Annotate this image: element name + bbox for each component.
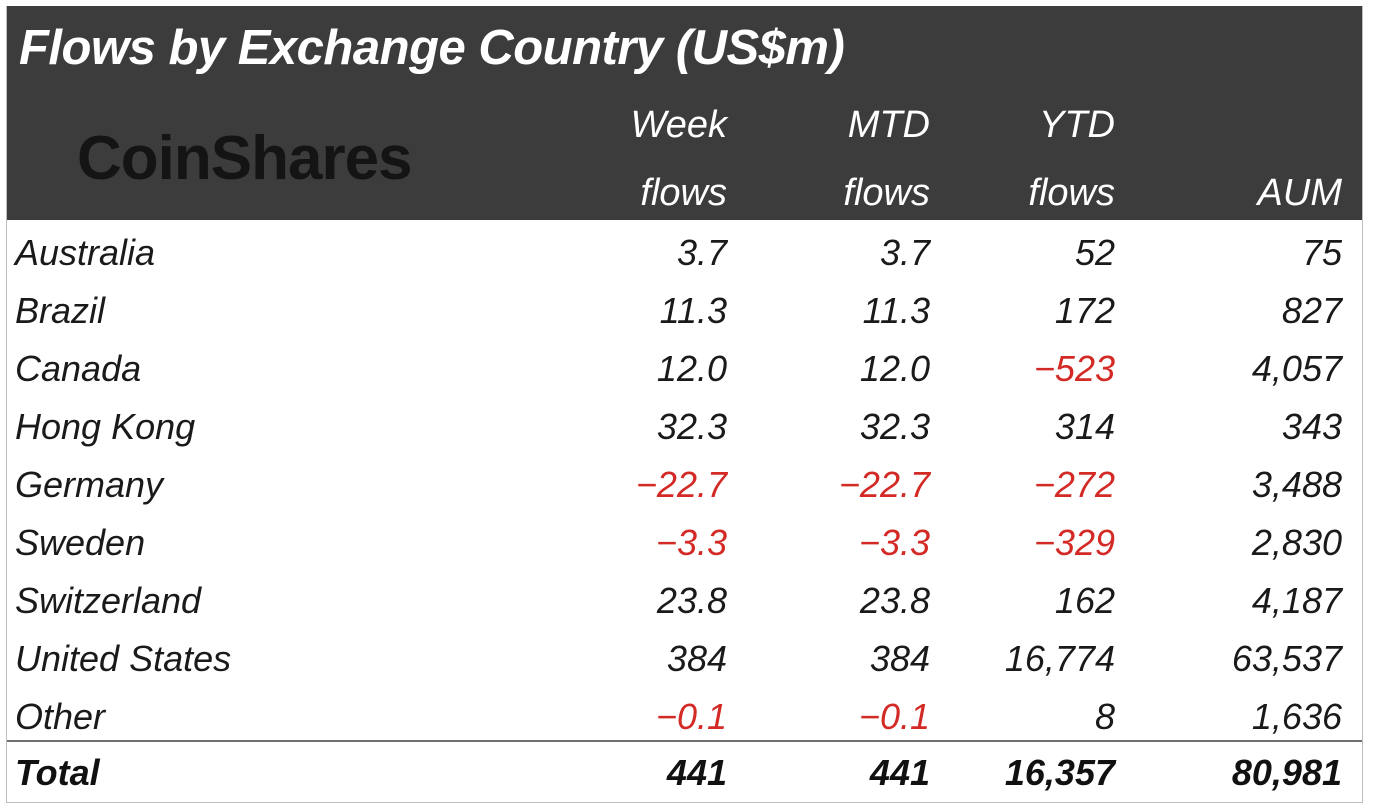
- chart-title: Flows by Exchange Country (US$m): [19, 21, 845, 75]
- country-label: Other: [15, 696, 106, 737]
- aum-value: 343: [1281, 406, 1342, 447]
- country-label: Canada: [15, 348, 142, 389]
- aum-value: 827: [1281, 290, 1342, 331]
- country-label: Sweden: [15, 522, 146, 563]
- aum-value: 4,187: [1251, 580, 1342, 621]
- country-label: Australia: [15, 232, 156, 273]
- header-week-bottom: flows: [640, 172, 727, 214]
- table-row: Canada 12.0 12.0 −523 4,057: [7, 336, 1362, 394]
- mtd-value: 23.8: [859, 580, 930, 621]
- country-label: Germany: [15, 464, 164, 505]
- mtd-value: 12.0: [859, 348, 930, 389]
- table-header: Flows by Exchange Country (US$m) CoinSha…: [7, 6, 1362, 220]
- header-aum: AUM: [1257, 172, 1342, 214]
- ytd-value: 52: [1074, 232, 1115, 273]
- ytd-value: −523: [1033, 348, 1115, 389]
- mtd-value: −0.1: [858, 696, 930, 737]
- week-value: 3.7: [676, 232, 727, 273]
- table-row: Switzerland 23.8 23.8 162 4,187: [7, 568, 1362, 626]
- mtd-value: 384: [869, 638, 930, 679]
- total-label: Total: [15, 752, 100, 793]
- mtd-value: 11.3: [862, 290, 930, 331]
- header-ytd-bottom: flows: [1028, 172, 1115, 214]
- week-value: 384: [666, 638, 727, 679]
- ytd-value: 8: [1094, 696, 1115, 737]
- aum-value: 2,830: [1251, 522, 1342, 563]
- week-value: 32.3: [656, 406, 727, 447]
- aum-value: 4,057: [1251, 348, 1342, 389]
- header-mtd-top: MTD: [847, 104, 930, 146]
- table-row: United States 384 384 16,774 63,537: [7, 626, 1362, 684]
- header-ytd-top: YTD: [1039, 104, 1115, 146]
- total-week: 441: [666, 752, 727, 793]
- country-label: Hong Kong: [15, 406, 196, 447]
- total-aum: 80,981: [1231, 752, 1342, 793]
- ytd-value: −272: [1033, 464, 1115, 505]
- table-row: Germany −22.7 −22.7 −272 3,488: [7, 452, 1362, 510]
- aum-value: 63,537: [1231, 638, 1342, 679]
- ytd-value: −329: [1033, 522, 1115, 563]
- week-value: 12.0: [656, 348, 727, 389]
- mtd-value: −22.7: [838, 464, 930, 505]
- week-value: −3.3: [655, 522, 727, 563]
- ytd-value: 314: [1054, 406, 1115, 447]
- total-ytd: 16,357: [1004, 752, 1115, 793]
- mtd-value: 32.3: [859, 406, 930, 447]
- ytd-value: 16,774: [1004, 638, 1115, 679]
- mtd-value: 3.7: [879, 232, 930, 273]
- country-label: United States: [15, 638, 232, 679]
- table-row: Hong Kong 32.3 32.3 314 343: [7, 394, 1362, 452]
- country-label: Brazil: [15, 290, 106, 331]
- table-body: Australia 3.7 3.7 52 75 Brazil 11.3 11.3 172 827 C…: [7, 220, 1362, 742]
- table-row: Other −0.1 −0.1 8 1,636: [7, 684, 1362, 742]
- total-mtd: 441: [869, 752, 930, 793]
- header-mtd-bottom: flows: [843, 172, 930, 214]
- ytd-value: 162: [1054, 580, 1115, 621]
- table-row: Brazil 11.3 11.3 172 827: [7, 278, 1362, 336]
- aum-value: 3,488: [1251, 464, 1342, 505]
- header-week-top: Week: [630, 104, 727, 146]
- ytd-value: 172: [1054, 290, 1115, 331]
- aum-value: 1,636: [1251, 696, 1342, 737]
- total-divider: [7, 740, 1362, 742]
- mtd-value: −3.3: [858, 522, 930, 563]
- flows-table-figure: Flows by Exchange Country (US$m) CoinSha…: [6, 6, 1363, 803]
- table-row: Sweden −3.3 −3.3 −329 2,830: [7, 510, 1362, 568]
- week-value: 23.8: [656, 580, 727, 621]
- total-row: Total 441 441 16,357 80,981: [7, 742, 1362, 802]
- table-row: Australia 3.7 3.7 52 75: [7, 220, 1362, 278]
- week-value: −0.1: [655, 696, 727, 737]
- country-label: Switzerland: [15, 580, 202, 621]
- week-value: −22.7: [635, 464, 727, 505]
- week-value: 11.3: [659, 290, 727, 331]
- aum-value: 75: [1301, 232, 1342, 273]
- coinshares-logo: CoinShares: [77, 124, 413, 193]
